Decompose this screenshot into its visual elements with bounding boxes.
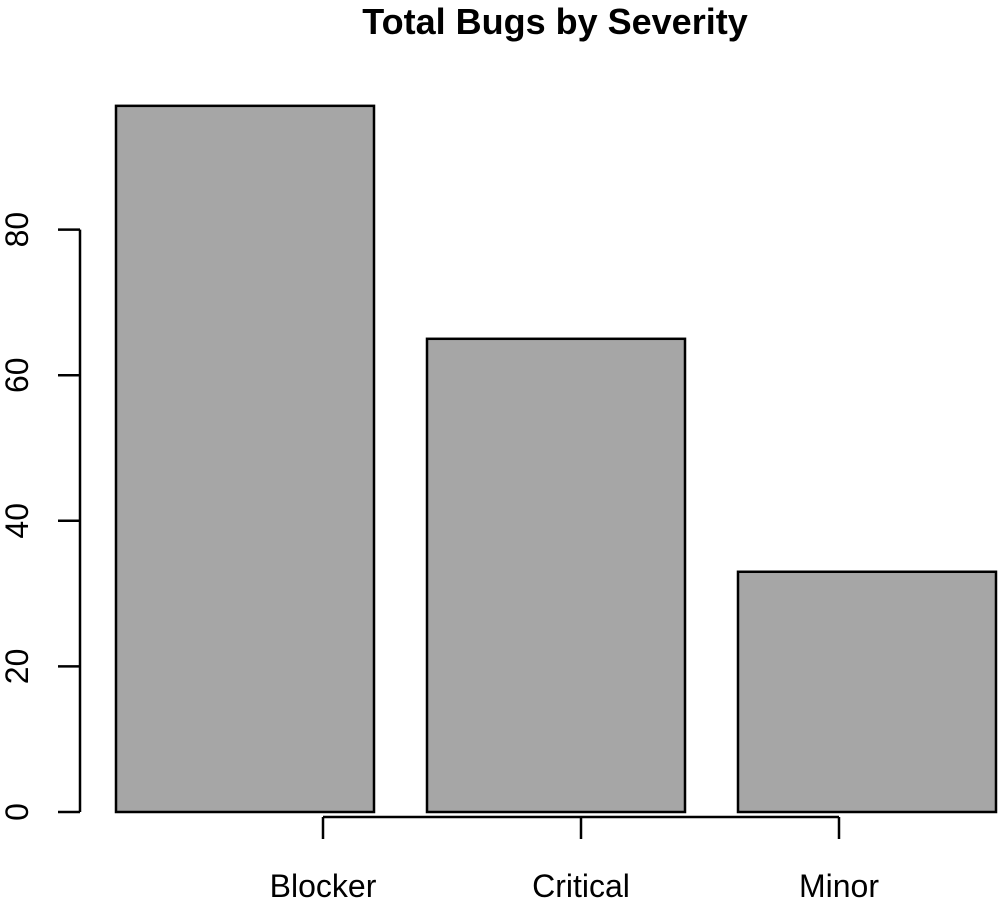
bar-blocker (114, 104, 376, 814)
x-tick-label-minor: Minor (799, 868, 879, 903)
x-tick-label-critical: Critical (532, 868, 630, 903)
y-tick-label: 0 (0, 803, 35, 821)
bar-minor (736, 570, 998, 814)
y-tick-label: 40 (0, 503, 35, 539)
x-axis: Blocker Critical Minor (270, 815, 879, 903)
chart-title: Total Bugs by Severity (362, 1, 747, 42)
bar-critical (425, 337, 687, 814)
x-tick-label-blocker: Blocker (270, 868, 377, 903)
y-axis: 0 20 40 60 80 (0, 212, 82, 821)
y-tick-label: 80 (0, 212, 35, 248)
bars-group (114, 104, 998, 814)
y-tick-label: 60 (0, 357, 35, 393)
y-tick-label: 20 (0, 649, 35, 685)
